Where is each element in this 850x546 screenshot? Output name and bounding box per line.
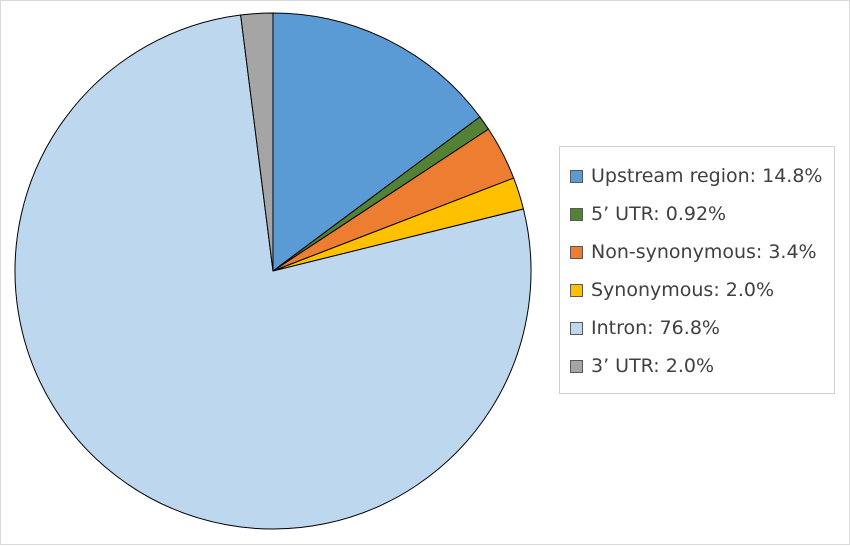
legend-item-3-utr: 3’ UTR: 2.0% [560, 347, 834, 385]
legend-item-upstream-region: Upstream region: 14.8% [560, 157, 834, 195]
legend-swatch [570, 359, 583, 373]
chart-legend: Upstream region: 14.8% 5’ UTR: 0.92% Non… [559, 146, 835, 394]
legend-item-5-utr: 5’ UTR: 0.92% [560, 195, 834, 233]
legend-swatch [570, 245, 583, 259]
legend-item-synonymous: Synonymous: 2.0% [560, 271, 834, 309]
legend-swatch [570, 207, 583, 221]
legend-label: Non-synonymous: 3.4% [591, 241, 817, 263]
legend-swatch [570, 283, 583, 297]
legend-label: Upstream region: 14.8% [591, 165, 823, 187]
pie-slice-intron [14, 14, 532, 530]
legend-label: Synonymous: 2.0% [591, 279, 775, 301]
legend-label: 3’ UTR: 2.0% [591, 355, 715, 377]
legend-item-non-synonymous: Non-synonymous: 3.4% [560, 233, 834, 271]
legend-label: 5’ UTR: 0.92% [591, 203, 727, 225]
legend-swatch [570, 169, 583, 183]
legend-swatch [570, 321, 583, 335]
pie-slice-upstream-region [272, 12, 481, 272]
legend-item-intron: Intron: 76.8% [560, 309, 834, 347]
legend-label: Intron: 76.8% [591, 317, 720, 339]
pie-slice-3-utr [240, 12, 274, 272]
